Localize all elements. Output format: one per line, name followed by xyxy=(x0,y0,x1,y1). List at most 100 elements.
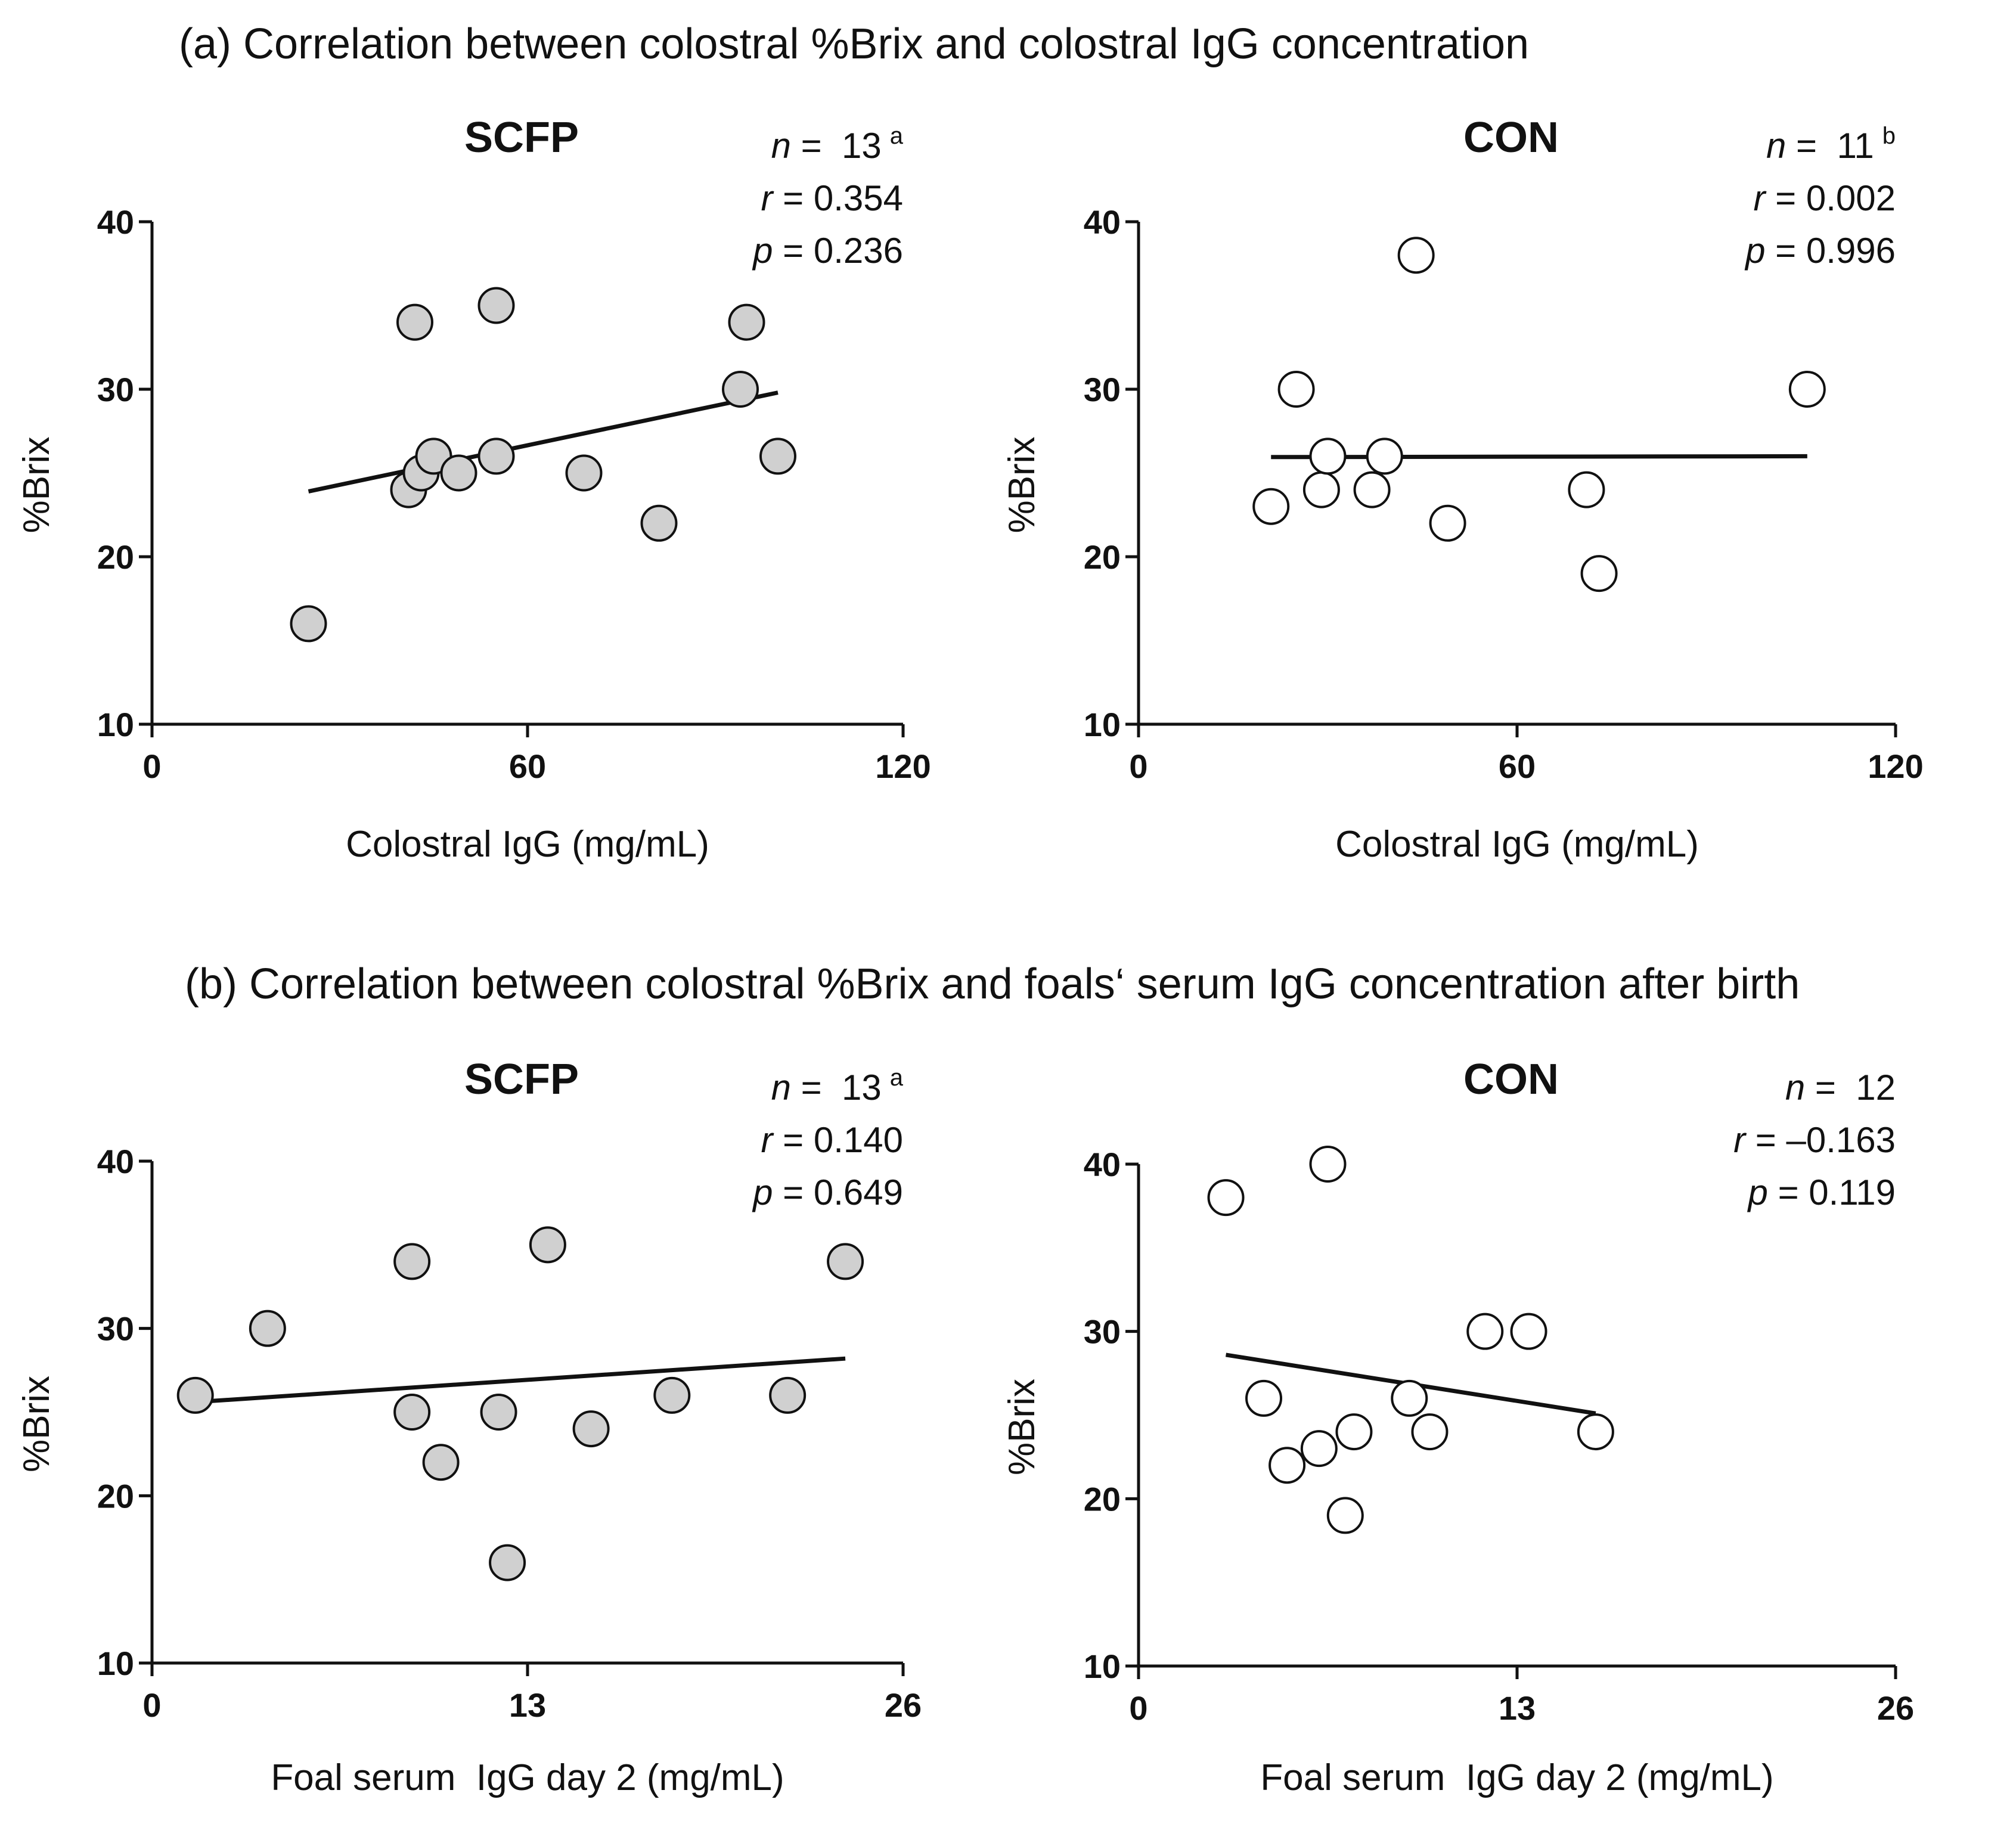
section-a-title: (a) Correlation between colostral %Brix … xyxy=(179,20,1529,68)
stat-equals: = xyxy=(1768,1172,1809,1212)
stat-superscript: a xyxy=(890,1065,904,1091)
stat-value: 0.119 xyxy=(1809,1172,1896,1212)
stat-line: n = 12 xyxy=(1785,1068,1896,1108)
data-point xyxy=(477,438,515,475)
x-tick-label: 13 xyxy=(1499,1689,1536,1727)
stat-value: 12 xyxy=(1856,1068,1896,1108)
data-point xyxy=(722,371,759,408)
data-point xyxy=(640,504,678,542)
data-point xyxy=(1252,488,1290,525)
data-point xyxy=(1277,371,1315,408)
x-tick-label: 26 xyxy=(1877,1689,1914,1727)
x-tick-label: 120 xyxy=(1868,747,1923,785)
stat-line: r = 0.354 xyxy=(761,178,903,218)
stat-symbol: r xyxy=(761,1120,774,1160)
stat-line: n = 13 a xyxy=(771,123,904,166)
stat-value: 0.649 xyxy=(814,1172,903,1212)
data-point xyxy=(480,1394,517,1431)
stat-equals: = xyxy=(773,1120,813,1160)
data-point xyxy=(827,1243,864,1280)
stat-equals: = xyxy=(773,1172,813,1212)
stat-symbol: p xyxy=(1744,231,1765,271)
stat-value: 0.996 xyxy=(1806,231,1896,271)
data-point xyxy=(1788,371,1826,408)
data-point xyxy=(1245,1379,1283,1417)
stat-symbol: n xyxy=(771,1068,791,1108)
stat-superscript: b xyxy=(1882,123,1896,149)
data-point xyxy=(728,303,765,341)
y-tick-label: 10 xyxy=(97,1645,134,1682)
y-tick-label: 30 xyxy=(1084,1313,1121,1351)
data-point xyxy=(1300,1430,1338,1468)
stat-symbol: n xyxy=(1766,126,1786,166)
stat-symbol: p xyxy=(1747,1172,1768,1212)
stat-line: r = 0.002 xyxy=(1753,178,1896,218)
plot-title: CON xyxy=(1463,1056,1559,1103)
stat-value: –0.163 xyxy=(1786,1120,1896,1160)
stat-symbol: r xyxy=(761,178,774,218)
data-point xyxy=(653,1376,691,1414)
x-tick-label: 13 xyxy=(509,1686,546,1724)
data-point xyxy=(1335,1413,1373,1451)
data-point xyxy=(393,1243,431,1280)
y-tick-label: 10 xyxy=(97,706,134,743)
data-point xyxy=(759,438,796,475)
stat-equals: = xyxy=(773,231,813,271)
regression-line xyxy=(1271,454,1807,460)
data-point xyxy=(176,1376,214,1414)
data-point xyxy=(1353,471,1391,508)
x-tick-label: 120 xyxy=(875,747,931,785)
stat-value: 0.236 xyxy=(814,231,903,271)
y-axis-label: %Brix xyxy=(1001,1379,1043,1475)
data-point xyxy=(1510,1313,1547,1350)
stat-symbol: r xyxy=(1733,1120,1747,1160)
stat-line: r = –0.163 xyxy=(1733,1120,1896,1160)
panel-a-con: 10 20 30 40 0 60 120 Colostral IgG (mg/mL) %Brix… xyxy=(1001,114,1924,865)
stat-symbol: r xyxy=(1753,178,1766,218)
x-tick-label: 0 xyxy=(1129,1689,1147,1727)
y-tick-label: 40 xyxy=(97,203,134,241)
plot-title: SCFP xyxy=(464,114,579,162)
y-tick-label: 40 xyxy=(1084,1146,1121,1183)
x-tick-label: 60 xyxy=(509,747,546,785)
y-axis-label: %Brix xyxy=(1001,437,1043,533)
stat-value: 13 xyxy=(842,126,882,166)
stat-line: p = 0.649 xyxy=(752,1172,903,1212)
data-point xyxy=(769,1376,807,1414)
stat-equals: = xyxy=(791,1068,842,1108)
data-point xyxy=(1309,438,1347,475)
x-tick-label: 0 xyxy=(1129,747,1147,785)
stat-equals: = xyxy=(1745,1120,1786,1160)
y-tick-label: 40 xyxy=(1084,203,1121,241)
y-axis-label: %Brix xyxy=(16,1376,57,1472)
stat-value: 13 xyxy=(842,1068,882,1108)
data-point xyxy=(572,1410,610,1448)
plot-title: CON xyxy=(1463,114,1559,162)
data-point xyxy=(1580,555,1618,592)
data-point xyxy=(477,287,515,324)
y-tick-label: 30 xyxy=(97,371,134,408)
y-tick-label: 20 xyxy=(97,1477,134,1515)
stat-symbol: n xyxy=(771,126,791,166)
data-point xyxy=(565,454,603,492)
data-point xyxy=(1397,237,1435,274)
data-point xyxy=(489,1544,526,1581)
x-tick-label: 26 xyxy=(885,1686,922,1724)
y-tick-label: 20 xyxy=(1084,538,1121,576)
stat-line: p = 0.996 xyxy=(1744,231,1896,271)
y-tick-label: 20 xyxy=(97,538,134,576)
data-point xyxy=(249,1310,286,1347)
data-point xyxy=(1326,1497,1364,1534)
stat-equals: = xyxy=(1765,231,1806,271)
x-tick-label: 0 xyxy=(142,1686,161,1724)
data-point xyxy=(1309,1146,1347,1183)
data-point xyxy=(529,1226,566,1264)
data-point xyxy=(1429,504,1466,542)
data-point xyxy=(422,1444,460,1481)
y-tick-label: 10 xyxy=(1084,706,1121,743)
stat-line: n = 11 b xyxy=(1766,123,1896,166)
data-point xyxy=(396,303,433,341)
stat-equals: = xyxy=(791,126,842,166)
x-tick-label: 60 xyxy=(1499,747,1536,785)
stat-equals: = xyxy=(1786,126,1837,166)
